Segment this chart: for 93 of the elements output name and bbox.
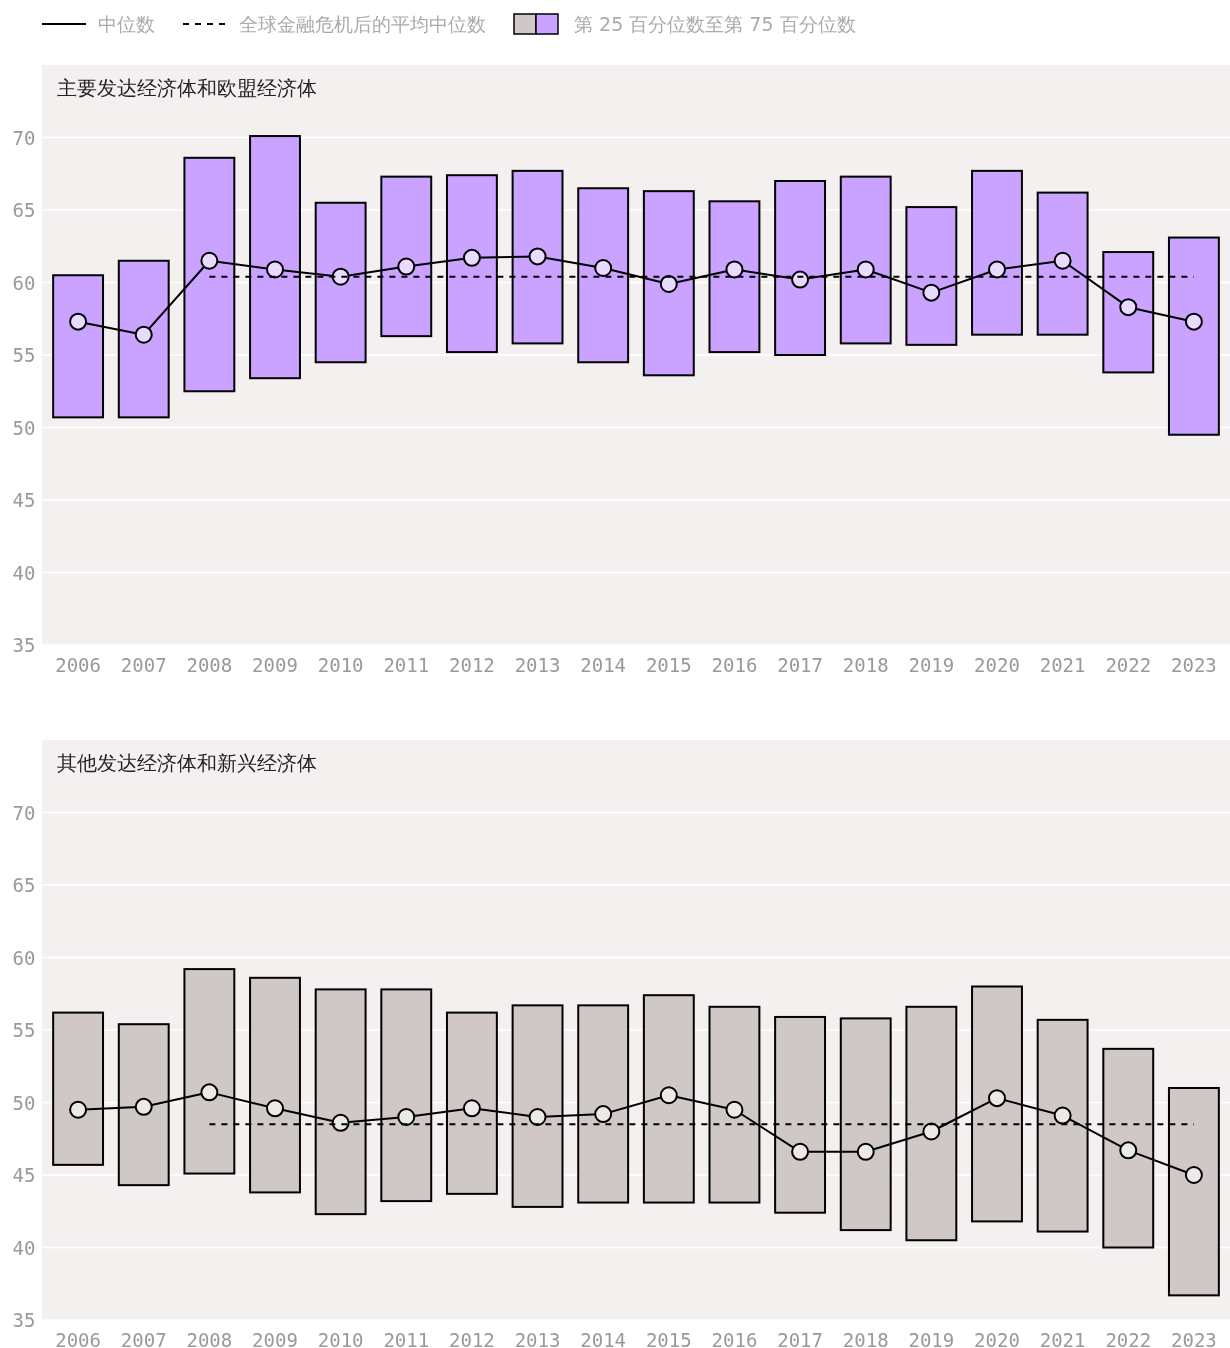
point xyxy=(725,260,744,279)
y-tick-label: 40 xyxy=(12,561,36,584)
legend-label: 全球金融危机后的平均中位数 xyxy=(239,13,486,35)
y-tick-label: 35 xyxy=(12,1309,36,1331)
point xyxy=(922,1122,941,1141)
y-tick-label: 45 xyxy=(12,1164,36,1186)
x-tick-label: 2017 xyxy=(777,1329,823,1348)
point xyxy=(331,267,350,286)
point xyxy=(528,247,547,266)
x-tick-label: 2007 xyxy=(120,1329,167,1348)
y-tick-label: 70 xyxy=(12,126,36,149)
point xyxy=(987,1089,1006,1108)
point xyxy=(462,248,481,267)
x-tick-label: 2015 xyxy=(645,654,692,676)
x-tick-label: 2019 xyxy=(908,654,955,676)
point xyxy=(1053,1106,1072,1125)
x-tick-label: 2016 xyxy=(711,654,758,676)
x-tick-label: 2021 xyxy=(1039,654,1086,676)
point xyxy=(659,1086,678,1105)
x-tick-label: 2021 xyxy=(1039,1329,1086,1348)
y-tick-label: 65 xyxy=(12,199,36,221)
x-tick-label: 2006 xyxy=(55,654,101,676)
point xyxy=(331,1113,350,1132)
point xyxy=(266,1099,285,1118)
point xyxy=(266,260,285,279)
point xyxy=(528,1108,547,1126)
point xyxy=(69,1100,88,1119)
x-tick-label: 2020 xyxy=(974,1329,1020,1348)
point xyxy=(856,260,875,279)
x-tick-label: 2015 xyxy=(645,1329,692,1348)
point xyxy=(1184,1166,1203,1184)
point xyxy=(397,1108,416,1126)
x-tick-label: 2013 xyxy=(514,1329,561,1348)
x-tick-label: 2023 xyxy=(1171,1329,1217,1348)
y-tick-label: 60 xyxy=(12,946,36,969)
x-tick-label: 2012 xyxy=(449,1329,495,1348)
point xyxy=(987,260,1006,279)
text: 其他发达经济体和新兴经济体 xyxy=(57,751,317,775)
y-tick-label: 60 xyxy=(12,271,36,294)
y-tick-label: 40 xyxy=(12,1236,36,1259)
point xyxy=(1053,251,1072,270)
x-tick-label: 2016 xyxy=(711,1329,758,1348)
point xyxy=(134,325,153,344)
y-tick-label: 35 xyxy=(12,634,36,656)
x-tick-label: 2013 xyxy=(514,654,561,676)
x-tick-label: 2018 xyxy=(842,654,889,676)
x-tick-label: 2018 xyxy=(842,1329,889,1348)
point xyxy=(1119,1141,1138,1160)
point xyxy=(725,1100,744,1119)
point xyxy=(200,251,219,270)
point xyxy=(200,1083,219,1102)
point xyxy=(659,274,678,293)
x-tick-label: 2014 xyxy=(580,654,627,676)
y-tick-label: 45 xyxy=(12,489,36,511)
y-tick-label: 70 xyxy=(12,801,36,824)
point xyxy=(594,1105,613,1124)
x-tick-label: 2010 xyxy=(317,654,364,676)
legend-label: 第 25 百分位数至第 75 百分位数 xyxy=(574,13,856,35)
x-tick-label: 2011 xyxy=(383,654,430,676)
y-tick-label: 55 xyxy=(12,1019,36,1041)
point xyxy=(134,1097,153,1116)
point xyxy=(594,259,613,277)
point xyxy=(462,1099,481,1118)
x-tick-label: 2023 xyxy=(1171,654,1217,676)
point xyxy=(856,1142,875,1161)
y-tick-label: 55 xyxy=(12,344,36,366)
x-tick-label: 2009 xyxy=(252,1329,298,1348)
x-tick-label: 2012 xyxy=(449,654,495,676)
x-tick-label: 2008 xyxy=(186,654,233,676)
x-tick-label: 2007 xyxy=(120,654,167,676)
x-tick-label: 2019 xyxy=(908,1329,955,1348)
x-tick-label: 2017 xyxy=(777,654,823,676)
y-tick-label: 50 xyxy=(12,416,36,439)
x-tick-label: 2006 xyxy=(55,1329,101,1348)
point xyxy=(1184,312,1203,331)
point xyxy=(69,312,88,331)
point xyxy=(397,257,416,276)
y-tick-label: 50 xyxy=(12,1091,36,1114)
x-tick-label: 2008 xyxy=(186,1329,233,1348)
x-tick-label: 2014 xyxy=(580,1329,627,1348)
x-tick-label: 2020 xyxy=(974,654,1020,676)
x-tick-label: 2011 xyxy=(383,1329,430,1348)
x-tick-label: 2010 xyxy=(317,1329,364,1348)
point xyxy=(791,1142,810,1161)
x-tick-label: 2022 xyxy=(1105,1329,1152,1348)
point xyxy=(922,283,941,302)
text: 主要发达经济体和欧盟经济体 xyxy=(57,76,317,100)
y-tick-label: 65 xyxy=(12,874,36,896)
x-tick-label: 2022 xyxy=(1105,654,1152,676)
legend-label: 中位数 xyxy=(98,13,155,35)
point xyxy=(791,270,810,289)
x-tick-label: 2009 xyxy=(252,654,298,676)
point xyxy=(1119,298,1138,317)
